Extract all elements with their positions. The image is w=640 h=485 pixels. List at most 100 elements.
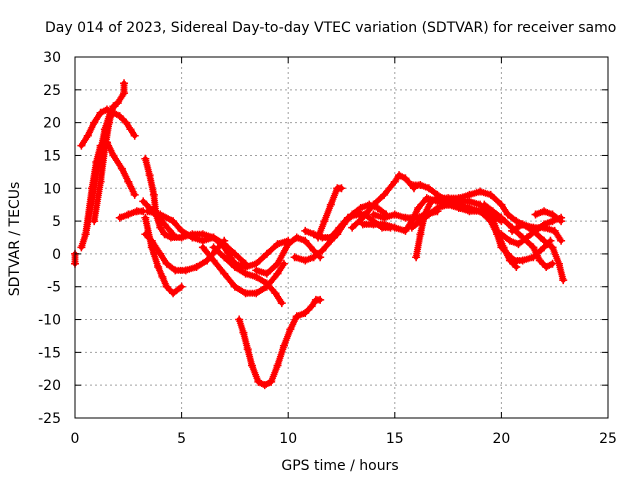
data-point: [314, 233, 323, 242]
series-arc-24: [407, 197, 521, 272]
data-point: [407, 223, 416, 232]
data-point: [422, 194, 431, 203]
y-tick-label: 25: [43, 83, 61, 99]
data-point: [90, 217, 99, 226]
data-point: [335, 223, 344, 232]
series-arc-13: [209, 243, 286, 308]
data-point: [262, 249, 271, 258]
data-point: [522, 233, 531, 242]
data-point: [149, 190, 158, 199]
data-point: [395, 171, 404, 180]
data-point: [486, 190, 495, 199]
data-point: [279, 341, 288, 350]
data-point: [326, 200, 335, 209]
x-tick-label: 0: [71, 431, 80, 447]
data-point: [424, 184, 433, 193]
data-point: [171, 266, 180, 275]
data-point: [497, 200, 506, 209]
data-point: [252, 266, 261, 275]
data-point: [497, 213, 506, 222]
data-point: [505, 236, 514, 245]
data-point: [115, 213, 124, 222]
data-point: [271, 289, 280, 298]
data-point: [115, 112, 124, 121]
data-point: [209, 243, 218, 252]
y-tick-label: -15: [38, 345, 61, 361]
data-point: [262, 279, 271, 288]
data-point: [407, 180, 416, 189]
data-point: [160, 220, 169, 229]
data-point: [292, 312, 301, 321]
data-point: [141, 154, 150, 163]
data-point: [369, 200, 378, 209]
data-point: [412, 253, 421, 262]
data-point: [480, 200, 489, 209]
data-point: [284, 240, 293, 249]
data-point: [243, 345, 252, 354]
data-point: [120, 89, 129, 98]
data-point: [81, 230, 90, 239]
y-tick-label: -10: [38, 313, 61, 329]
data-point: [254, 377, 263, 386]
data-point: [273, 269, 282, 278]
data-point: [316, 295, 325, 304]
data-point: [433, 203, 442, 212]
x-tick-label: 10: [279, 431, 297, 447]
data-point: [126, 125, 135, 134]
data-point: [493, 226, 502, 235]
data-point: [230, 282, 239, 291]
series-arc-18: [314, 184, 346, 242]
x-tick-label: 15: [386, 431, 404, 447]
data-point: [113, 98, 122, 107]
y-tick-label: 5: [52, 214, 61, 230]
x-tick-label: 5: [177, 431, 186, 447]
data-point: [548, 243, 557, 252]
x-tick-label: 25: [599, 431, 617, 447]
data-point: [337, 184, 346, 193]
data-point: [262, 269, 271, 278]
data-point: [177, 226, 186, 235]
data-point: [141, 230, 150, 239]
data-point: [169, 230, 178, 239]
data-point: [162, 282, 171, 291]
series-arc-5: [115, 207, 148, 222]
data-point: [401, 226, 410, 235]
data-point: [277, 299, 286, 308]
data-point: [198, 243, 207, 252]
data-point: [465, 197, 474, 206]
y-tick-label: 30: [43, 50, 61, 66]
data-point: [369, 220, 378, 229]
data-point: [320, 217, 329, 226]
y-tick-label: 0: [52, 247, 61, 263]
data-point: [235, 315, 244, 324]
data-point: [162, 259, 171, 268]
series-arc-8: [141, 213, 186, 298]
data-point: [139, 197, 148, 206]
data-point: [433, 194, 442, 203]
data-point: [158, 272, 167, 281]
data-point: [169, 289, 178, 298]
data-point: [326, 233, 335, 242]
data-point: [109, 151, 118, 160]
data-point: [476, 187, 485, 196]
y-axis-label: SDTVAR / TECUs: [7, 182, 23, 297]
series-arc-28: [497, 213, 566, 249]
data-point: [124, 210, 133, 219]
data-point: [192, 263, 201, 272]
data-point: [548, 217, 557, 226]
data-point: [273, 259, 282, 268]
data-point: [169, 217, 178, 226]
data-point: [488, 207, 497, 216]
data-point: [301, 236, 310, 245]
data-point: [209, 233, 218, 242]
series-arc-4: [90, 98, 122, 226]
data-point: [390, 177, 399, 186]
data-point: [177, 282, 186, 291]
data-point: [290, 253, 299, 262]
x-axis-label: GPS time / hours: [281, 458, 398, 474]
data-point: [356, 203, 365, 212]
series-arc-11: [139, 197, 178, 239]
data-point: [559, 276, 568, 285]
data-point: [343, 213, 352, 222]
